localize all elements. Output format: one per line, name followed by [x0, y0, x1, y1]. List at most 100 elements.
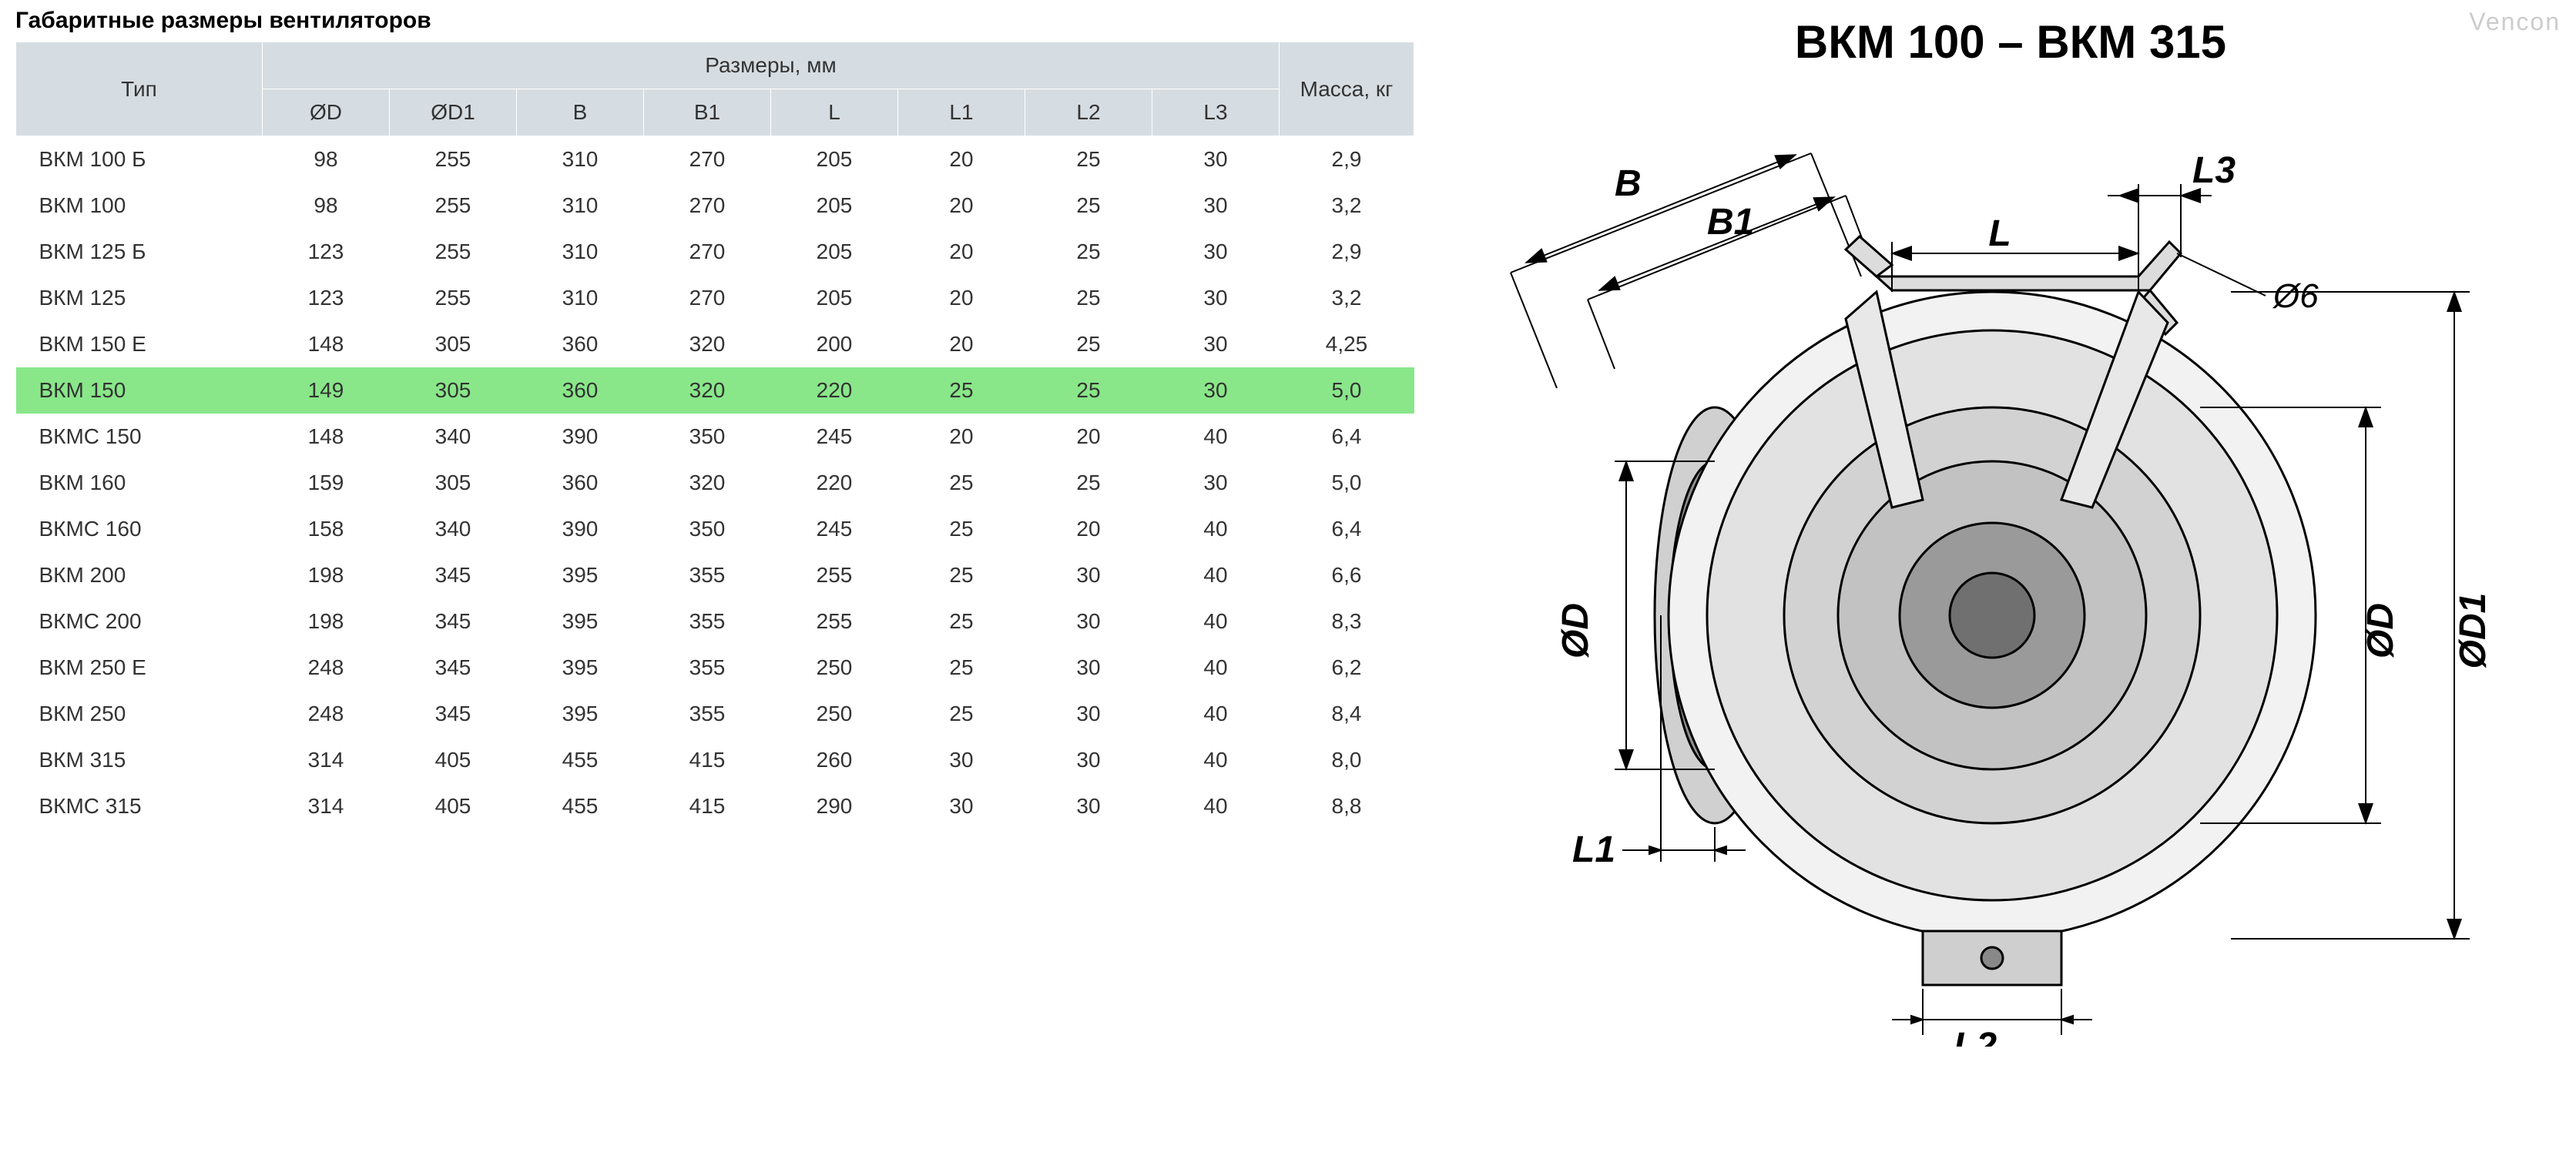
cell-B: 360: [517, 367, 644, 414]
cell-mass: 6,2: [1280, 645, 1414, 691]
cell-B1: 270: [644, 183, 771, 229]
cell-B1: 320: [644, 367, 771, 414]
cell-D1: 340: [390, 506, 517, 552]
cell-D: 148: [263, 321, 390, 367]
cell-L3: 30: [1152, 460, 1280, 506]
cell-B: 310: [517, 275, 644, 321]
cell-D: 158: [263, 506, 390, 552]
cell-type: ВКМ 150 Е: [16, 321, 263, 367]
cell-B: 395: [517, 598, 644, 645]
cell-L1: 20: [898, 136, 1025, 183]
cell-mass: 5,0: [1280, 367, 1414, 414]
cell-L2: 25: [1025, 367, 1152, 414]
cell-B: 455: [517, 783, 644, 829]
cell-D: 123: [263, 275, 390, 321]
table-row: ВКМС 1501483403903502452020406,4: [16, 414, 1414, 460]
cell-B: 455: [517, 737, 644, 783]
cell-L3: 40: [1152, 691, 1280, 737]
th-L: L: [771, 89, 898, 136]
cell-L1: 25: [898, 598, 1025, 645]
cell-L1: 20: [898, 275, 1025, 321]
cell-L2: 30: [1025, 645, 1152, 691]
cell-D1: 255: [390, 229, 517, 275]
table-row: ВКМ 1251232553102702052025303,2: [16, 275, 1414, 321]
cell-B: 310: [517, 229, 644, 275]
cell-D: 248: [263, 645, 390, 691]
cell-B1: 415: [644, 737, 771, 783]
th-L1: L1: [898, 89, 1025, 136]
cell-L3: 40: [1152, 414, 1280, 460]
cell-type: ВКМС 315: [16, 783, 263, 829]
th-type: Тип: [16, 42, 263, 136]
cell-L1: 25: [898, 691, 1025, 737]
cell-B: 390: [517, 414, 644, 460]
table-row: ВКМ 150 Е1483053603202002025304,25: [16, 321, 1414, 367]
cell-D: 98: [263, 183, 390, 229]
page-title: Габаритные размеры вентиляторов: [15, 8, 1414, 34]
lbl-L3: L3: [2192, 150, 2236, 191]
th-D1: ØD1: [390, 89, 517, 136]
cell-B1: 355: [644, 645, 771, 691]
cell-L1: 25: [898, 552, 1025, 598]
cell-mass: 3,2: [1280, 275, 1414, 321]
cell-B1: 270: [644, 136, 771, 183]
cell-L: 205: [771, 136, 898, 183]
cell-type: ВКМС 160: [16, 506, 263, 552]
lbl-L: L: [1988, 213, 2011, 254]
cell-L2: 30: [1025, 737, 1152, 783]
cell-type: ВКМ 100: [16, 183, 263, 229]
cell-D: 314: [263, 737, 390, 783]
cell-type: ВКМ 150: [16, 367, 263, 414]
table-row: ВКМ 250 Е2483453953552502530406,2: [16, 645, 1414, 691]
cell-type: ВКМ 125: [16, 275, 263, 321]
cell-L2: 25: [1025, 229, 1152, 275]
cell-L1: 25: [898, 460, 1025, 506]
cell-L2: 25: [1025, 183, 1152, 229]
cell-D: 159: [263, 460, 390, 506]
cell-B1: 270: [644, 229, 771, 275]
lbl-D-left: ØD: [1555, 603, 1596, 658]
cell-L: 255: [771, 552, 898, 598]
cell-L: 205: [771, 275, 898, 321]
cell-D1: 345: [390, 598, 517, 645]
cell-B1: 355: [644, 552, 771, 598]
lbl-L2: L2: [1954, 1026, 1997, 1047]
lbl-d6: Ø6: [2272, 277, 2319, 315]
cell-mass: 8,3: [1280, 598, 1414, 645]
cell-L2: 25: [1025, 136, 1152, 183]
table-row: ВКМС 2001983453953552552530408,3: [16, 598, 1414, 645]
cell-mass: 8,4: [1280, 691, 1414, 737]
watermark: Vencon: [2469, 8, 2561, 36]
cell-mass: 8,8: [1280, 783, 1414, 829]
cell-L: 220: [771, 460, 898, 506]
cell-D: 314: [263, 783, 390, 829]
cell-D1: 405: [390, 783, 517, 829]
cell-type: ВКМС 150: [16, 414, 263, 460]
cell-L: 255: [771, 598, 898, 645]
cell-L: 250: [771, 691, 898, 737]
cell-mass: 3,2: [1280, 183, 1414, 229]
th-B: B: [517, 89, 644, 136]
table-row: ВКМС 1601583403903502452520406,4: [16, 506, 1414, 552]
cell-L3: 40: [1152, 506, 1280, 552]
cell-D: 198: [263, 552, 390, 598]
cell-L3: 40: [1152, 552, 1280, 598]
cell-D1: 345: [390, 552, 517, 598]
cell-D1: 305: [390, 321, 517, 367]
diagram-title: ВКМ 100 – ВКМ 315: [1461, 15, 2561, 69]
cell-D: 248: [263, 691, 390, 737]
cell-D: 98: [263, 136, 390, 183]
cell-L1: 20: [898, 414, 1025, 460]
cell-D1: 345: [390, 691, 517, 737]
cell-L3: 30: [1152, 321, 1280, 367]
cell-L2: 30: [1025, 552, 1152, 598]
cell-mass: 6,4: [1280, 414, 1414, 460]
cell-B1: 350: [644, 506, 771, 552]
cell-L3: 30: [1152, 367, 1280, 414]
cell-L: 220: [771, 367, 898, 414]
cell-L1: 20: [898, 229, 1025, 275]
cell-B: 360: [517, 321, 644, 367]
cell-L1: 20: [898, 183, 1025, 229]
cell-L2: 30: [1025, 691, 1152, 737]
lbl-D1: ØD1: [2453, 593, 2494, 669]
